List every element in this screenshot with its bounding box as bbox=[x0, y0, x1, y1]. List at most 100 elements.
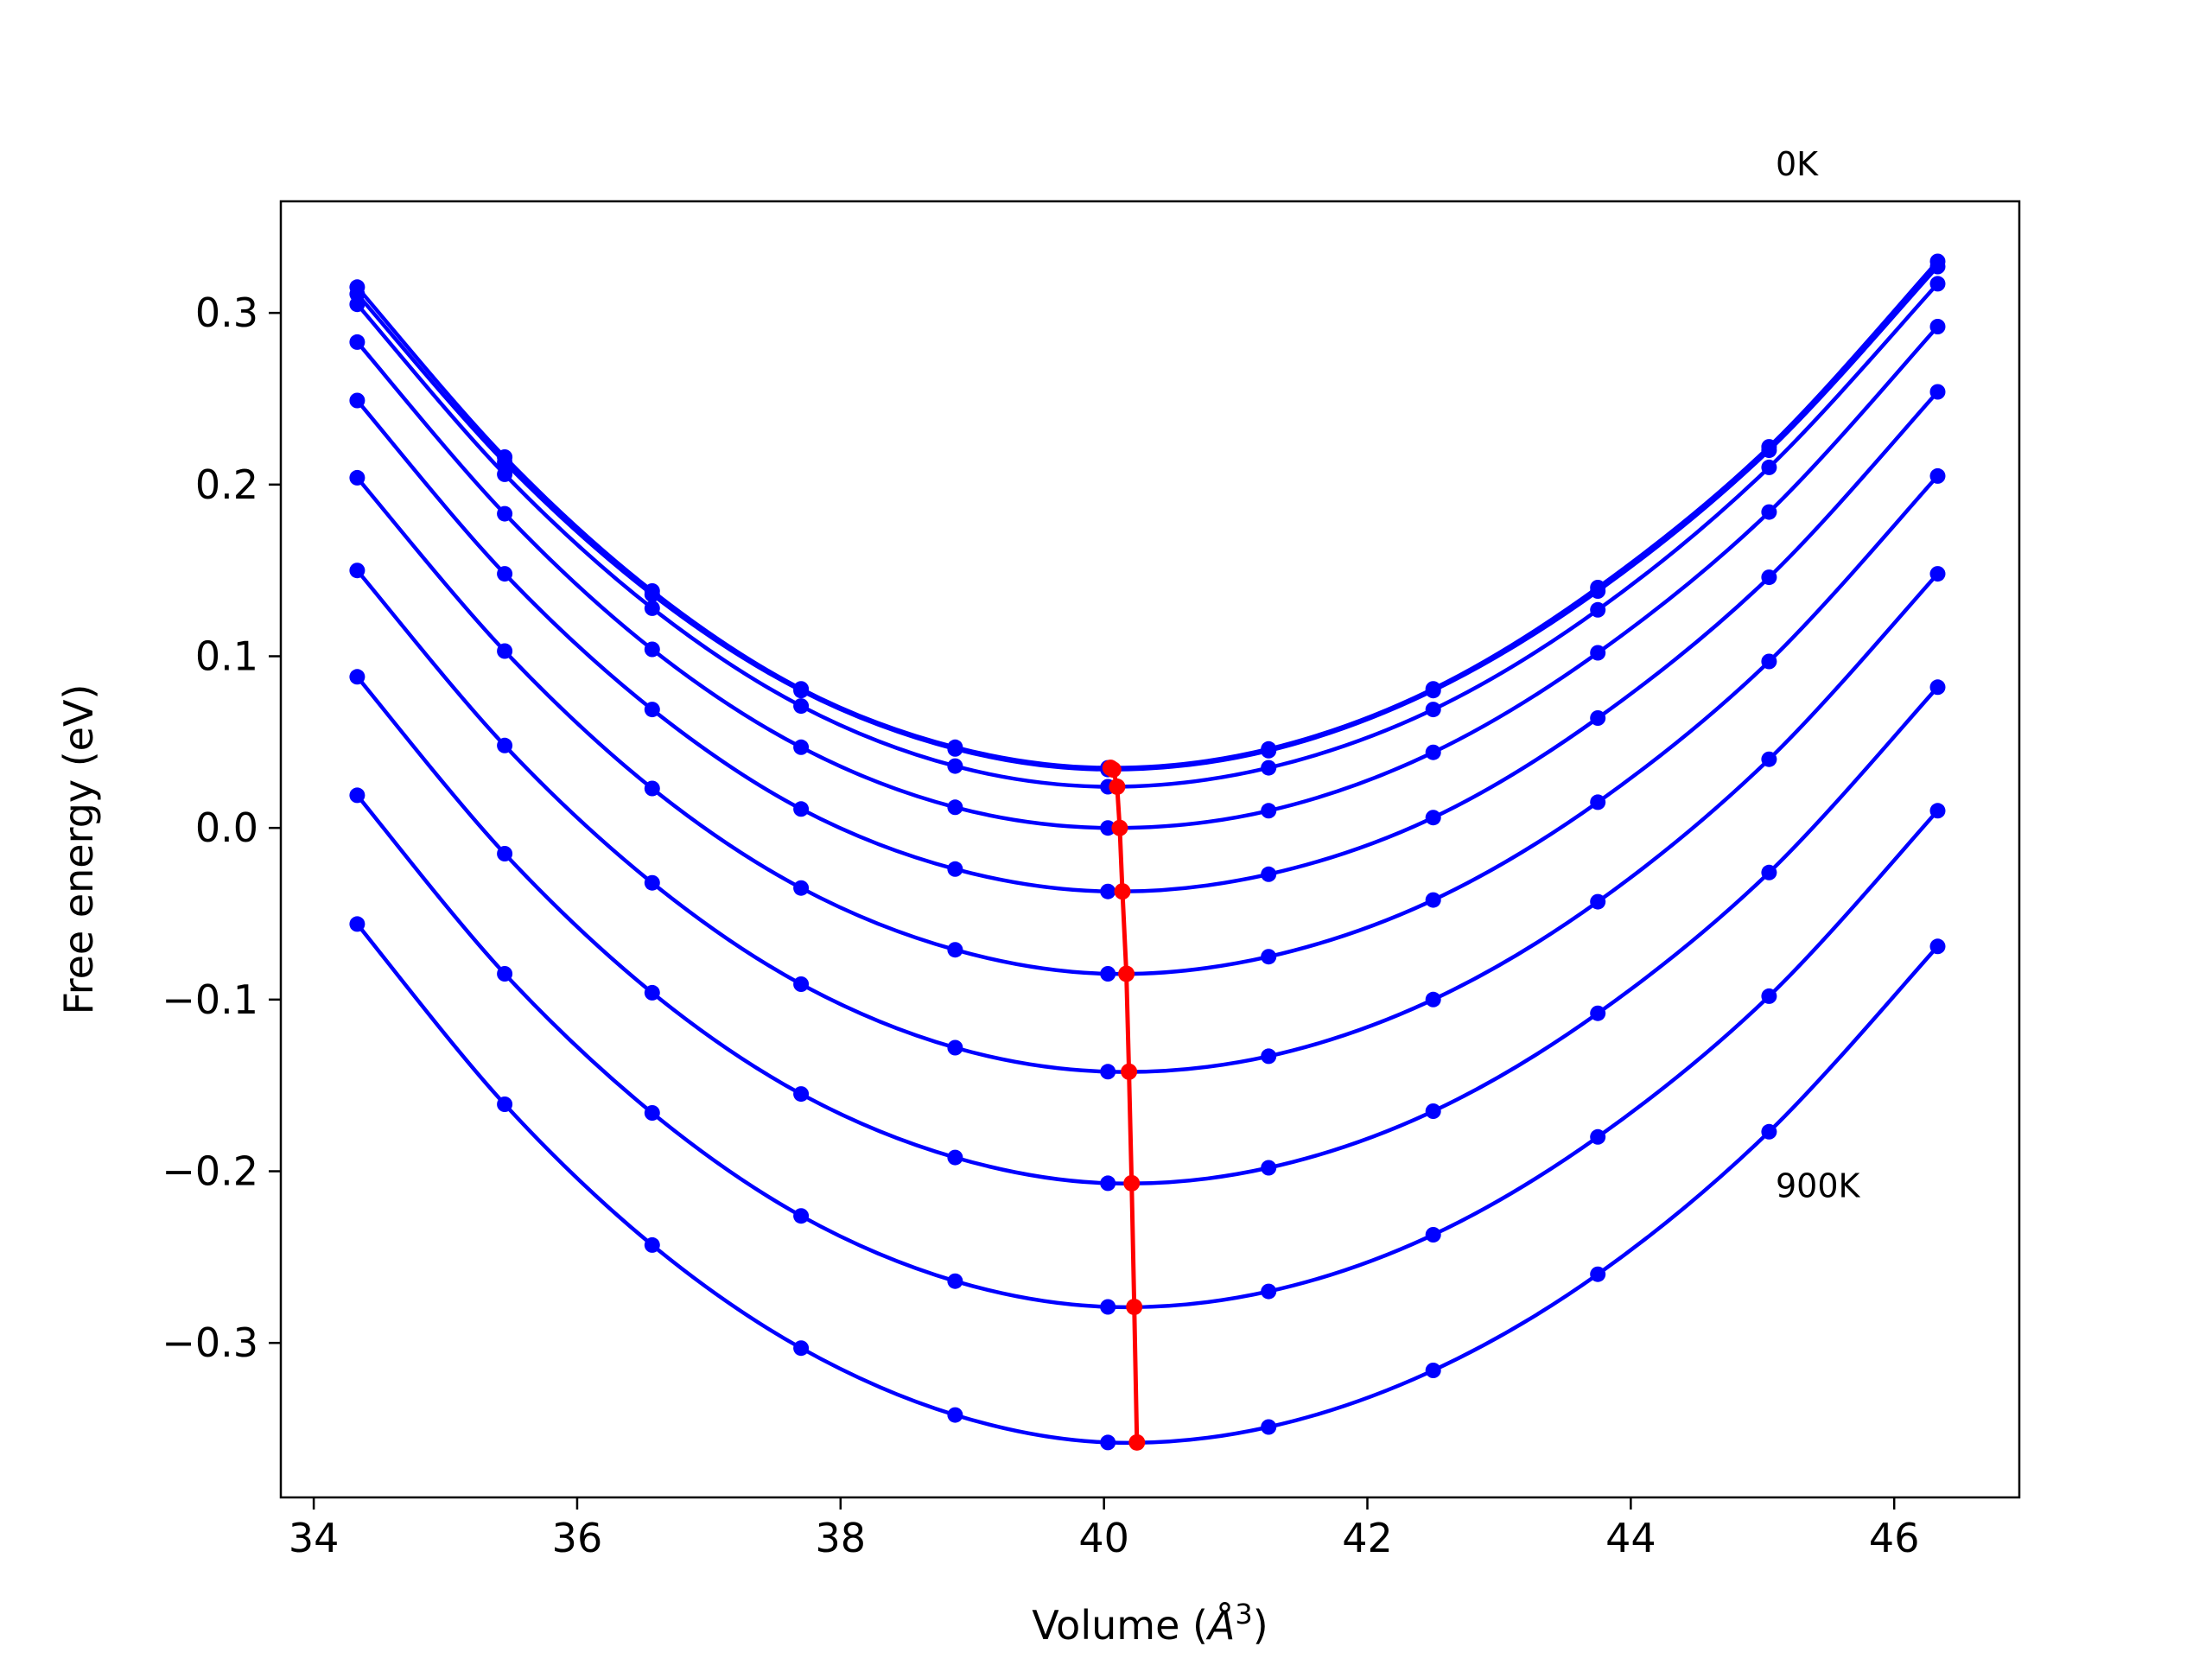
curve-9-point-5 bbox=[1100, 1434, 1116, 1451]
curve-5-point-8 bbox=[1590, 794, 1606, 810]
curve-8-point-8 bbox=[1590, 1128, 1606, 1145]
minimum-point-9 bbox=[1128, 1433, 1146, 1451]
curve-5-point-9 bbox=[1761, 653, 1777, 670]
y-tick-label-3: 0.0 bbox=[195, 804, 258, 851]
x-tick-label-3: 40 bbox=[1078, 1515, 1129, 1561]
curve-6-point-9 bbox=[1761, 751, 1777, 767]
x-tick-label-5: 44 bbox=[1605, 1515, 1656, 1561]
curve-4-point-6 bbox=[1261, 866, 1277, 882]
curve-5-point-3 bbox=[793, 880, 810, 896]
curve-7-point-0 bbox=[349, 669, 365, 685]
curve-3-point-2 bbox=[644, 641, 660, 658]
minimum-line-layer bbox=[1102, 760, 1146, 1451]
minimum-point-1 bbox=[1104, 761, 1122, 779]
curve-6-point-2 bbox=[644, 874, 660, 891]
annotation-1: 900K bbox=[1776, 1166, 1861, 1205]
y-tick-label-2: 0.1 bbox=[195, 632, 258, 679]
x-tick-label-4: 42 bbox=[1342, 1515, 1393, 1561]
curve-5-point-5 bbox=[1100, 966, 1116, 982]
curve-2-point-2 bbox=[644, 600, 660, 616]
curve-7-point-3 bbox=[793, 1086, 810, 1103]
curve-8-point-9 bbox=[1761, 988, 1777, 1004]
curve-7-point-2 bbox=[644, 984, 660, 1001]
curve-4-point-2 bbox=[644, 702, 660, 718]
annotations-layer: 0K 900K bbox=[1776, 145, 1861, 1205]
curve-3-point-6 bbox=[1261, 803, 1277, 819]
curve-5-point-7 bbox=[1425, 892, 1441, 908]
curve-9-point-2 bbox=[644, 1236, 660, 1253]
curve-7-point-9 bbox=[1761, 864, 1777, 880]
curve-9-point-0 bbox=[349, 916, 365, 932]
curve-9-point-9 bbox=[1761, 1123, 1777, 1140]
curve-5-point-10 bbox=[1929, 467, 1946, 484]
curve-4-point-10 bbox=[1929, 384, 1946, 400]
curve-7-point-10 bbox=[1929, 679, 1946, 696]
minimum-point-5 bbox=[1118, 965, 1135, 982]
x-tick-label-6: 46 bbox=[1869, 1515, 1920, 1561]
y-tick-label-1: 0.2 bbox=[195, 461, 258, 508]
curve-8-point-2 bbox=[644, 1105, 660, 1121]
minimum-point-3 bbox=[1111, 819, 1128, 836]
curve-4-point-8 bbox=[1590, 710, 1606, 726]
curve-3-point-3 bbox=[793, 739, 810, 755]
curve-6-point-0 bbox=[349, 563, 365, 579]
curve-4-point-5 bbox=[1100, 883, 1116, 899]
y-tick-label-5: −0.2 bbox=[162, 1148, 258, 1195]
curve-4-point-0 bbox=[349, 392, 365, 409]
curve-8-point-6 bbox=[1261, 1283, 1277, 1300]
curve-4-point-7 bbox=[1425, 810, 1441, 826]
curve-2-point-3 bbox=[793, 698, 810, 715]
curve-1-point-6 bbox=[1261, 742, 1277, 759]
curve-5-point-4 bbox=[947, 942, 963, 958]
curve-6-point-7 bbox=[1425, 991, 1441, 1007]
curve-8-point-1 bbox=[497, 966, 513, 982]
curve-4-point-9 bbox=[1761, 569, 1777, 586]
curve-9-point-4 bbox=[947, 1407, 963, 1423]
curve-7-point-1 bbox=[497, 846, 513, 861]
minimum-line bbox=[1109, 766, 1140, 1443]
minimum-point-7 bbox=[1123, 1174, 1141, 1192]
curve-8-point-0 bbox=[349, 787, 365, 804]
curve-6-point-5 bbox=[1100, 1064, 1116, 1080]
y-tick-label-6: −0.3 bbox=[162, 1319, 258, 1366]
curve-8-point-5 bbox=[1100, 1299, 1116, 1315]
curve-8-point-10 bbox=[1929, 803, 1946, 819]
y-tick-label-4: −0.1 bbox=[162, 976, 258, 1023]
curve-9-point-8 bbox=[1590, 1266, 1606, 1282]
curve-4-point-1 bbox=[497, 566, 513, 582]
curve-6-point-4 bbox=[947, 1039, 963, 1056]
curve-8-point-7 bbox=[1425, 1227, 1441, 1243]
curve-5-point-6 bbox=[1261, 949, 1277, 965]
x-tick-label-0: 34 bbox=[289, 1515, 340, 1561]
curve-2-point-1 bbox=[497, 466, 513, 482]
curve-4-point-4 bbox=[947, 861, 963, 877]
curve-1-point-1 bbox=[497, 454, 513, 470]
minimum-point-8 bbox=[1126, 1299, 1143, 1315]
x-axis-label: Volume (Å3) bbox=[1032, 1598, 1268, 1649]
x-tick-label-2: 38 bbox=[816, 1515, 867, 1561]
curve-3-point-1 bbox=[497, 505, 513, 522]
curve-2-point-0 bbox=[349, 296, 365, 313]
curve-3-point-9 bbox=[1761, 504, 1777, 520]
curve-5-point-0 bbox=[349, 469, 365, 486]
y-axis-label: Free energy (eV) bbox=[55, 684, 102, 1015]
minimum-point-6 bbox=[1121, 1063, 1138, 1080]
curve-9-point-3 bbox=[793, 1340, 810, 1357]
minimum-point-2 bbox=[1109, 779, 1126, 795]
curve-7-point-6 bbox=[1261, 1160, 1277, 1176]
curve-2-point-10 bbox=[1929, 276, 1946, 292]
curve-8-point-3 bbox=[793, 1208, 810, 1224]
curve-3-point-7 bbox=[1425, 744, 1441, 760]
curve-6-point-3 bbox=[793, 976, 810, 992]
curve-3-point-0 bbox=[349, 334, 365, 350]
curve-3-point-4 bbox=[947, 799, 963, 816]
curve-7-point-7 bbox=[1425, 1103, 1441, 1119]
curve-9-point-10 bbox=[1929, 938, 1946, 955]
plot-area-frame bbox=[279, 200, 2021, 1499]
curve-9-point-6 bbox=[1261, 1419, 1277, 1435]
curve-3-point-5 bbox=[1100, 820, 1116, 836]
curve-2-point-9 bbox=[1761, 459, 1777, 475]
x-tick-label-1: 36 bbox=[552, 1515, 603, 1561]
curve-4-point-3 bbox=[793, 801, 810, 817]
